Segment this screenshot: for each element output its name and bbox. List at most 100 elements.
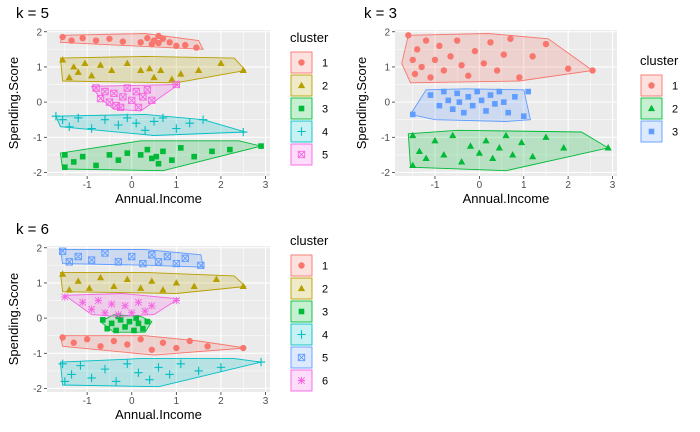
data-point <box>114 310 123 319</box>
legend-label-4: 4 <box>322 127 328 139</box>
x-tick-label: 3 <box>610 180 616 191</box>
data-point <box>197 261 205 269</box>
data-point <box>422 37 430 44</box>
data-point <box>78 298 87 306</box>
legend-symbol-2 <box>647 104 656 112</box>
data-point <box>159 339 167 346</box>
data-point <box>182 41 189 49</box>
data-point <box>60 377 70 386</box>
data-point <box>239 282 247 290</box>
data-point <box>101 87 109 96</box>
data-point <box>431 137 439 144</box>
data-point <box>119 93 127 101</box>
y-axis-label: Spending.Score <box>354 57 369 150</box>
data-point <box>106 35 113 42</box>
data-point <box>97 343 104 350</box>
chart-title: k = 3 <box>364 5 397 22</box>
data-point <box>110 337 118 345</box>
data-point <box>449 131 457 139</box>
data-point <box>87 256 96 264</box>
data-point <box>165 370 174 379</box>
data-point <box>96 94 105 103</box>
data-point <box>172 80 180 89</box>
x-tick-label: 2 <box>565 180 571 191</box>
data-point <box>128 309 136 317</box>
data-point <box>139 93 147 101</box>
data-point <box>177 70 185 77</box>
y-tick-label: -2 <box>381 168 390 179</box>
legend-symbol-2 <box>297 284 306 292</box>
data-point <box>85 284 93 291</box>
chart-panel-2: -1 0 1 2 3 -2 -1 0 1 2 k = 3 Annual.Income Spending.… <box>354 5 679 206</box>
grid-lines <box>47 30 270 176</box>
data-point <box>172 296 181 305</box>
legend-label-3: 3 <box>672 127 678 139</box>
data-point <box>195 66 203 74</box>
data-point <box>496 88 503 95</box>
data-point <box>505 109 512 116</box>
data-point <box>604 144 612 151</box>
plot-panel-background <box>47 30 270 176</box>
data-point <box>70 159 77 165</box>
data-point <box>480 60 487 67</box>
data-point <box>500 99 507 105</box>
series-3-points <box>409 88 531 119</box>
data-point <box>409 131 417 139</box>
data-point <box>483 108 489 114</box>
data-point <box>74 113 83 123</box>
data-point <box>65 73 73 81</box>
data-point <box>87 373 96 383</box>
chart-panel-3: -1 0 1 2 3 -2 -1 0 1 2 k = 6 Annual.Income Spending.… <box>6 221 329 422</box>
data-point <box>454 90 460 97</box>
data-point <box>185 119 194 128</box>
data-point <box>51 111 61 121</box>
data-point <box>106 152 113 158</box>
legend-label-2: 2 <box>672 104 678 116</box>
data-point <box>163 252 172 261</box>
data-point <box>96 61 105 68</box>
data-point <box>449 106 456 112</box>
data-point <box>135 320 142 327</box>
legend-label-2: 2 <box>322 81 328 93</box>
data-point <box>502 131 510 139</box>
x-tick-label: -1 <box>83 396 92 407</box>
data-point <box>415 147 424 154</box>
y-tick-label: 2 <box>384 27 390 38</box>
data-point <box>67 370 76 379</box>
data-point <box>493 67 501 74</box>
data-point <box>440 67 448 74</box>
data-point <box>113 327 119 334</box>
data-point <box>487 92 494 98</box>
data-point <box>92 37 100 44</box>
data-point <box>65 258 73 266</box>
data-point <box>456 99 463 105</box>
data-point <box>144 146 151 153</box>
data-point <box>58 247 67 255</box>
data-point <box>123 359 132 369</box>
data-point <box>101 249 109 257</box>
y-tick-label: -2 <box>33 168 42 179</box>
x-tick-label: 1 <box>174 396 180 407</box>
data-point <box>564 65 572 72</box>
data-point <box>74 252 82 261</box>
x-tick-label: -1 <box>431 180 440 191</box>
data-point <box>76 361 85 370</box>
series-2-points <box>409 131 612 169</box>
data-point <box>157 66 165 74</box>
data-point <box>466 142 475 149</box>
data-point <box>166 39 173 46</box>
series-2-points <box>59 56 247 82</box>
legend-label-6: 6 <box>322 376 328 388</box>
data-point <box>492 101 498 107</box>
legend-symbol-5 <box>297 353 306 362</box>
data-point <box>176 359 185 369</box>
data-point <box>148 251 156 259</box>
data-point <box>409 56 416 64</box>
data-point <box>126 318 133 325</box>
data-point <box>258 143 264 149</box>
data-point <box>173 42 180 50</box>
data-point <box>58 359 67 369</box>
data-point <box>172 259 180 268</box>
data-point <box>65 122 74 131</box>
